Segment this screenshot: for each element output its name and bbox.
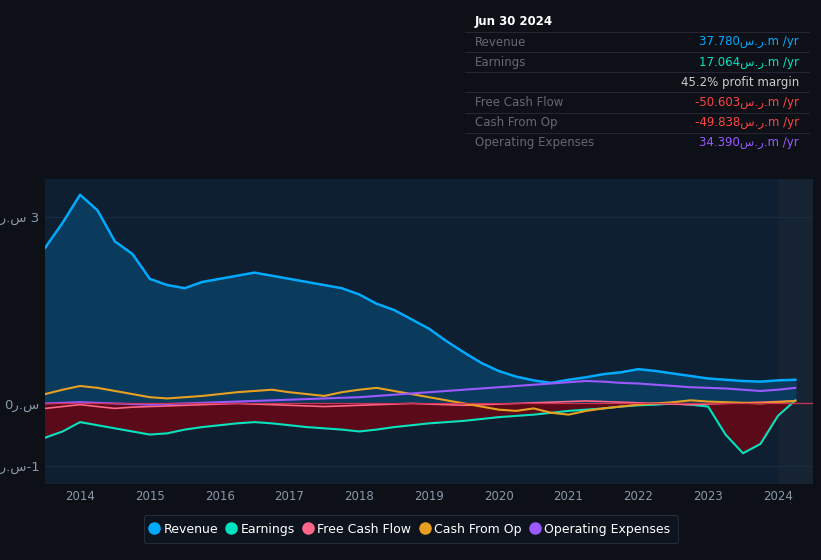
Text: -49.838س.ر.m /yr: -49.838س.ر.m /yr — [695, 116, 799, 129]
Text: Operating Expenses: Operating Expenses — [475, 136, 594, 150]
Text: Earnings: Earnings — [475, 55, 526, 69]
Bar — [777, 179, 813, 484]
Text: 17.064س.ر.m /yr: 17.064س.ر.m /yr — [699, 55, 799, 69]
Text: 45.2% profit margin: 45.2% profit margin — [681, 76, 799, 89]
Text: 37.780س.ر.m /yr: 37.780س.ر.m /yr — [699, 35, 799, 49]
Text: Revenue: Revenue — [475, 35, 526, 49]
Legend: Revenue, Earnings, Free Cash Flow, Cash From Op, Operating Expenses: Revenue, Earnings, Free Cash Flow, Cash … — [144, 515, 677, 543]
Text: -50.603س.ر.m /yr: -50.603س.ر.m /yr — [695, 96, 799, 109]
Text: 34.390س.ر.m /yr: 34.390س.ر.m /yr — [699, 136, 799, 150]
Text: Free Cash Flow: Free Cash Flow — [475, 96, 563, 109]
Text: Cash From Op: Cash From Op — [475, 116, 557, 129]
Text: Jun 30 2024: Jun 30 2024 — [475, 15, 553, 29]
